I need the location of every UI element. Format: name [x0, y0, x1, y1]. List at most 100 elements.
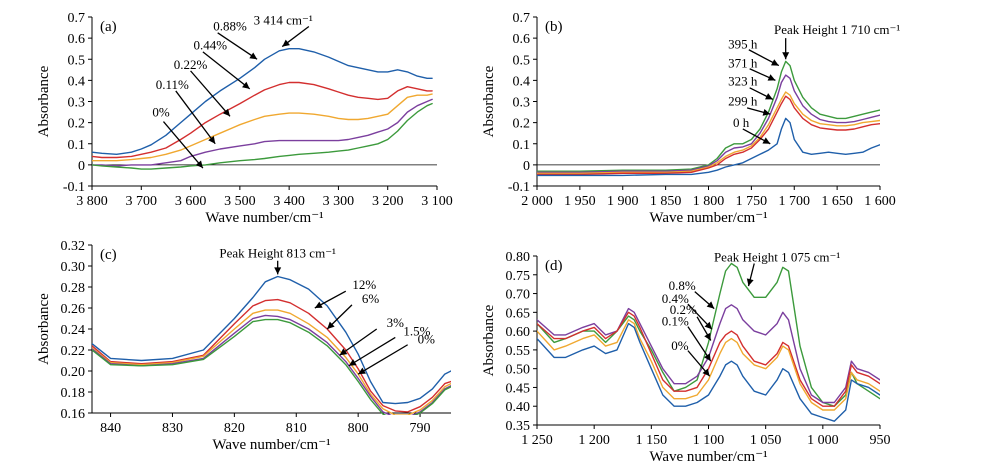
panel-a-x-tick-label: 3 600: [175, 194, 207, 209]
panel-d-y-tick-label: 0.75: [506, 269, 531, 284]
panel-d-annotation-text: Peak Height 1 075 cm⁻¹: [714, 250, 840, 265]
panel-d-x-tick-label: 1 000: [807, 433, 839, 448]
panel-a-y-tick-label: 0: [78, 159, 85, 174]
panel-d: 0.35 0.40 0.45 0.50 0.55 0.60 0.65 0.70 0.75 0.80…: [481, 250, 891, 465]
panel-a-series-line-3: [92, 98, 433, 167]
panel-c-annotation-text: 6%: [362, 291, 380, 306]
panel-c: 0.16 0.18 0.20 0.22 0.24 0.26 0.28 0.30 0.32 840 8…: [36, 239, 451, 453]
panel-a-annotation-text: 3 414 cm⁻¹: [254, 12, 313, 27]
panel-a-x-tick-label: 3 700: [126, 194, 158, 209]
panel-b-annotation-arrowhead: [767, 74, 776, 81]
panel-d-y-axis-title: Absorbance: [481, 304, 497, 376]
panel-c-y-tick-label: 0.22: [61, 344, 86, 359]
panel-a: -0.1 0 0.1 0.2 0.3 0.4 0.5 0.6 0.7 3 800 3 700 3 60…: [36, 11, 453, 226]
panel-a-annotation-arrowhead: [249, 52, 258, 60]
panel-a-annotation-arrowhead: [282, 39, 290, 47]
panel-a-annotation-arrow: [217, 32, 258, 60]
panel-b-annotation-text: 395 h: [728, 37, 758, 52]
panel-b-x-tick-label: 1 850: [650, 194, 682, 209]
panel-d-series-group: [537, 262, 880, 422]
panel-a-annotation-arrow: [162, 121, 204, 169]
panel-d-y-tick-label: 0.55: [506, 344, 531, 359]
panel-a-y-tick-label: 0.4: [68, 74, 86, 89]
panel-c-annotation-text: 0%: [418, 332, 436, 347]
panel-b-x-tick-label: 1 800: [693, 194, 725, 209]
panel-c-annotation-arrowhead: [348, 359, 357, 366]
panel-c-annotation-text: 12%: [352, 277, 376, 292]
panel-b-annotation-arrowhead: [762, 137, 771, 144]
panel-c-y-tick-label: 0.26: [61, 302, 86, 317]
panel-a-annotation-arrowhead: [242, 81, 250, 89]
panel-a-x-axis-title: Wave number/cm⁻¹: [205, 210, 323, 226]
panel-b-x-axis-title: Wave number/cm⁻¹: [649, 210, 767, 226]
panel-a-y-tick-label: 0.2: [68, 117, 86, 132]
panel-d-x-tick-label: 1 050: [750, 433, 782, 448]
panel-b-annotation-arrowhead: [770, 59, 779, 66]
panel-c-series-group: [92, 275, 451, 415]
panel-a-annotation-arrow: [202, 51, 251, 90]
panel-c-series-line-2: [92, 309, 451, 415]
panel-b-annotation-arrowhead: [782, 52, 790, 60]
panel-c-x-tick-label: 810: [286, 421, 307, 436]
panel-a-x-tick-label: 3 400: [273, 194, 305, 209]
panel-a-y-tick-label: -0.1: [63, 180, 85, 195]
panel-b-series-line-4: [537, 117, 880, 177]
panel-d-y-tick-label: 0.50: [506, 363, 531, 378]
panel-a-y-tick-label: 0.6: [68, 32, 86, 47]
panel-a-series-line-0: [92, 48, 433, 155]
panel-b-series-line-0: [537, 60, 880, 172]
panel-d-annotation-text: 0.4%: [662, 291, 689, 306]
panel-a-annotation-text: 0.22%: [174, 57, 208, 72]
panel-c-annotation-arrow: [339, 328, 378, 356]
panel-d-series-line-1: [537, 304, 880, 404]
panel-c-y-tick-label: 0.32: [61, 239, 86, 254]
panel-d-x-tick-label: 1 250: [521, 433, 553, 448]
panel-a-annotation-text: 0.88%: [213, 19, 247, 34]
panel-c-annotation-arrowhead: [327, 321, 335, 329]
panel-d-annotation-arrowhead: [702, 368, 710, 377]
panel-c-x-tick-label: 800: [348, 421, 369, 436]
panel-a-annotation-arrowhead: [208, 136, 216, 144]
panel-d-annotation-arrowhead: [746, 278, 754, 287]
panel-b-x-tick-label: 1 600: [864, 194, 896, 209]
panel-b-y-tick-label: 0.3: [513, 96, 531, 111]
panel-a-series-group: [92, 48, 433, 170]
panel-c-y-tick-label: 0.28: [61, 281, 86, 296]
panel-b-label: (b): [545, 19, 563, 35]
panel-b-y-axis-title: Absorbance: [481, 65, 497, 137]
panel-d-annotation-arrowhead: [704, 332, 711, 341]
panel-b-y-tick-label: 0.1: [513, 138, 531, 153]
panel-b-series-line-1: [537, 74, 880, 173]
panel-c-annotation-text: 3%: [387, 315, 405, 330]
panel-c-annotation-text: 1.5%: [403, 323, 430, 338]
panel-b-annotation-arrowhead: [764, 93, 773, 100]
panel-c-series-line-0: [92, 275, 451, 405]
panel-b-series-group: [537, 60, 880, 177]
panel-d-annotation-text: 0%: [671, 338, 689, 353]
panel-b-annotation-text: 323 h: [728, 74, 758, 89]
panel-b-annotation-arrowhead: [762, 108, 771, 116]
panel-d-series-line-3: [537, 319, 880, 411]
panel-a-annotation-text: 0%: [152, 104, 170, 119]
panel-b-y-tick-label: 0.4: [513, 74, 531, 89]
panel-c-label: (c): [100, 247, 117, 263]
panel-a-x-tick-label: 3 200: [372, 194, 404, 209]
panel-b-y-tick-label: 0.7: [513, 11, 531, 26]
panel-b-x-tick-label: 1 900: [607, 194, 639, 209]
panel-c-annotation-arrowhead: [339, 348, 348, 356]
panel-c-y-axis-title: Absorbance: [36, 293, 52, 365]
panel-b-x-tick-label: 2 000: [521, 194, 553, 209]
panel-d-y-tick-label: 0.65: [506, 306, 531, 321]
panel-c-y-tick-label: 0.30: [61, 260, 86, 275]
panel-a-label: (a): [100, 19, 117, 35]
panel-d-x-tick-label: 1 150: [636, 433, 668, 448]
panel-c-y-tick-label: 0.20: [61, 365, 86, 380]
panel-c-annotation-arrow: [357, 344, 409, 375]
panel-b-y-tick-label: 0.6: [513, 32, 531, 47]
panel-a-annotation-arrowhead: [222, 108, 230, 117]
panel-c-annotation-arrow: [348, 336, 396, 367]
panel-c-y-tick-label: 0.18: [61, 386, 86, 401]
panel-c-x-axis-title: Wave number/cm⁻¹: [212, 437, 330, 453]
panel-a-x-tick-label: 3 500: [224, 194, 256, 209]
